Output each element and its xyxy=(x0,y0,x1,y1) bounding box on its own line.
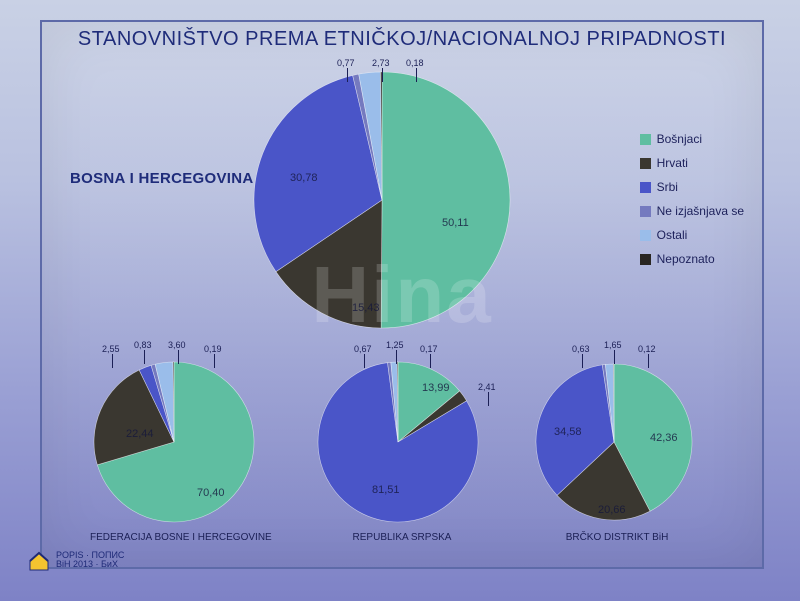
pie-outer-label: 0,12 xyxy=(638,344,656,354)
leader-line xyxy=(396,350,397,364)
pie-svg xyxy=(92,360,256,524)
leader-line xyxy=(112,354,113,368)
pie-bih xyxy=(252,70,512,330)
legend-item: Ne izjašnjava se xyxy=(640,204,744,218)
legend: Bošnjaci Hrvati Srbi Ne izjašnjava se Ostali… xyxy=(640,132,744,276)
legend-label: Nepoznato xyxy=(657,252,715,266)
leader-line xyxy=(178,350,179,364)
legend-swatch xyxy=(640,134,651,145)
pie-svg xyxy=(252,70,512,330)
footer-logo-text: POPIS · ПОПИС BiH 2013 · БиХ xyxy=(56,551,124,570)
pie-outer-label: 0,18 xyxy=(406,58,424,68)
pie-inner-label: 50,11 xyxy=(442,217,469,229)
leader-line xyxy=(416,68,417,82)
pie-svg xyxy=(316,360,480,524)
leader-line xyxy=(382,68,383,82)
pie-outer-label: 2,73 xyxy=(372,58,390,68)
pie-outer-label: 0,63 xyxy=(572,344,590,354)
pie-outer-label: 0,17 xyxy=(420,344,438,354)
legend-swatch xyxy=(640,158,651,169)
leader-line xyxy=(144,350,145,364)
legend-item: Bošnjaci xyxy=(640,132,744,146)
pie-outer-label: 0,19 xyxy=(204,344,222,354)
pie-slice xyxy=(381,72,510,328)
pie-outer-label: 3,60 xyxy=(168,340,186,350)
leader-line xyxy=(614,350,615,364)
leader-line xyxy=(582,354,583,368)
pie-inner-label: 22,44 xyxy=(126,428,154,440)
footer-logo: POPIS · ПОПИС BiH 2013 · БиХ xyxy=(26,547,124,573)
pie-inner-label: 70,40 xyxy=(197,487,225,499)
slide-title: STANOVNIŠTVO PREMA ETNIČKOJ/NACIONALNOJ … xyxy=(42,28,762,51)
caption-fbih: FEDERACIJA BOSNE I HERCEGOVINE xyxy=(90,532,260,543)
pie-outer-label: 2,55 xyxy=(102,344,120,354)
legend-label: Hrvati xyxy=(657,156,688,170)
leader-line xyxy=(214,354,215,368)
presentation-slide: STANOVNIŠTVO PREMA ETNIČKOJ/NACIONALNOJ … xyxy=(0,0,800,601)
legend-swatch xyxy=(640,254,651,265)
legend-label: Ne izjašnjava se xyxy=(657,204,744,218)
pie-inner-label: 15,43 xyxy=(352,302,380,314)
legend-swatch xyxy=(640,230,651,241)
pie-inner-label: 30,78 xyxy=(290,172,318,184)
caption-brcko: BRČKO DISTRIKT BiH xyxy=(542,532,692,543)
pie-outer-label: 2,41 xyxy=(478,382,496,392)
pie-inner-label: 13,99 xyxy=(422,382,450,394)
legend-item: Nepoznato xyxy=(640,252,744,266)
legend-label: Bošnjaci xyxy=(657,132,702,146)
leader-line xyxy=(430,354,431,368)
pie-inner-label: 20,66 xyxy=(598,504,626,516)
legend-label: Srbi xyxy=(657,180,678,194)
pie-outer-label: 0,67 xyxy=(354,344,372,354)
pie-rs xyxy=(316,360,480,524)
legend-swatch xyxy=(640,182,651,193)
leader-line xyxy=(648,354,649,368)
legend-label: Ostali xyxy=(657,228,688,242)
pie-fbih xyxy=(92,360,256,524)
pie-inner-label: 81,51 xyxy=(372,484,400,496)
pie-outer-label: 1,65 xyxy=(604,340,622,350)
slide-frame: STANOVNIŠTVO PREMA ETNIČKOJ/NACIONALNOJ … xyxy=(40,20,764,569)
leader-line xyxy=(364,354,365,368)
leader-line xyxy=(347,68,348,82)
house-icon xyxy=(26,547,52,573)
legend-item: Hrvati xyxy=(640,156,744,170)
pie-inner-label: 34,58 xyxy=(554,426,582,438)
legend-item: Ostali xyxy=(640,228,744,242)
leader-line xyxy=(488,392,489,406)
pie-outer-label: 1,25 xyxy=(386,340,404,350)
legend-item: Srbi xyxy=(640,180,744,194)
main-entity-label: BOSNA I HERCEGOVINA xyxy=(70,170,254,187)
pie-outer-label: 0,77 xyxy=(337,58,355,68)
caption-rs: REPUBLIKA SRPSKA xyxy=(332,532,472,543)
pie-outer-label: 0,83 xyxy=(134,340,152,350)
pie-inner-label: 42,36 xyxy=(650,432,678,444)
legend-swatch xyxy=(640,206,651,217)
